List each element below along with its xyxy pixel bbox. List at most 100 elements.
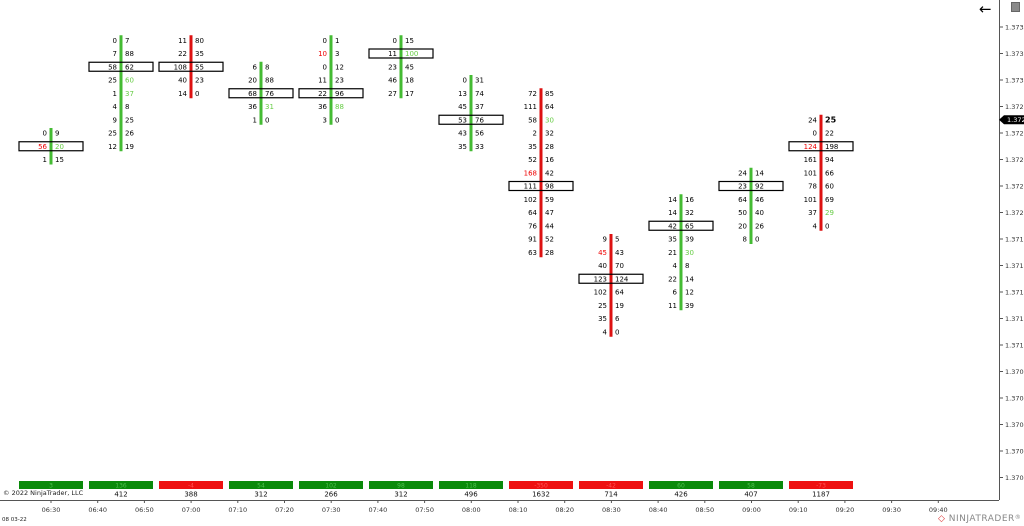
time-tick-label: 08:40 [649,506,668,514]
volume-value: 714 [604,491,618,499]
bid-volume: 4 [113,103,118,111]
time-axis: 06:30 06:40 06:50 07:00 07:10 07:20 07:30 07:40… [42,500,948,514]
brand-registered: ® [1014,514,1022,521]
bid-volume: 63 [528,249,537,257]
bar-summary: -73 1187 [789,481,853,499]
ask-volume: 60 [125,77,134,85]
delta-value: 54 [257,482,265,489]
up-bar-body [679,194,683,311]
bid-volume: 2 [533,130,537,138]
price-tick-label: 1.3702 [1005,447,1024,455]
bid-volume: 124 [804,143,818,151]
bid-volume: 101 [804,169,817,177]
bid-volume: 58 [528,116,537,124]
bid-volume: 24 [738,169,747,177]
bid-volume: 20 [248,77,257,85]
footprint-bar: 11 80 22 35 108 55 40 23 14 0 [158,35,224,99]
bid-volume: 35 [668,236,677,244]
bid-volume: 1 [43,156,47,164]
poc-box [648,220,714,231]
bid-volume: 72 [528,90,537,98]
bid-volume: 1 [253,116,257,124]
ask-volume: 37 [125,90,134,98]
poc-box [438,114,504,125]
ask-volume: 25 [125,116,134,124]
bid-volume: 111 [524,183,537,191]
ask-volume: 64 [615,289,624,297]
up-bar-body [469,75,473,152]
footprint-bar: 24 14 23 92 64 46 50 40 20 26 8 0 [718,167,784,244]
bid-volume: 53 [458,116,467,124]
delta-value: 136 [115,482,127,489]
ask-volume: 7 [125,37,129,45]
ask-volume: 37 [475,103,484,111]
price-tick-label: 1.3720 [1005,209,1024,217]
bid-volume: 123 [594,275,607,283]
bid-volume: 101 [804,196,817,204]
ask-volume: 1 [335,37,339,45]
bid-volume: 35 [598,315,607,323]
ask-volume: 18 [405,77,414,85]
ask-volume: 3 [335,50,339,58]
time-tick-label: 06:40 [88,506,107,514]
ask-volume: 31 [475,77,484,85]
bid-volume: 25 [108,130,117,138]
ask-volume: 19 [615,302,624,310]
bid-volume: 0 [113,37,117,45]
time-tick-label: 08:10 [509,506,528,514]
delta-box [649,481,713,489]
bid-volume: 22 [318,90,327,98]
ask-volume: 65 [685,222,694,230]
ask-volume: 15 [405,37,414,45]
up-bar-body [259,61,263,125]
ask-volume: 198 [825,143,838,151]
bid-volume: 7 [113,50,117,58]
arrow-left-icon[interactable]: ← [979,0,992,18]
ask-volume: 0 [825,222,829,230]
delta-value: 98 [397,482,405,489]
ask-volume: 80 [195,37,204,45]
up-bar-body [49,128,53,165]
ask-volume: 14 [755,169,764,177]
price-tick-label: 1.3718 [1005,235,1024,243]
ask-volume: 26 [755,222,764,230]
ask-volume: 92 [755,183,764,191]
ask-volume: 43 [615,249,624,257]
price-tick-label: 1.3706 [1005,394,1024,402]
footprint-bar: 72 85 111 64 58 30 2 32 35 28 52 16 168 42 111 98 102 59 6… [508,88,574,258]
footprint-bar: 6 8 20 88 68 76 36 31 1 0 [228,61,294,125]
bid-volume: 20 [738,222,747,230]
bid-volume: 25 [108,77,117,85]
bid-volume: 6 [673,289,678,297]
bid-volume: 24 [808,116,817,124]
ask-volume: 88 [125,50,134,58]
ask-volume: 85 [545,90,554,98]
ask-volume: 88 [265,77,274,85]
ask-volume: 30 [545,116,554,124]
ask-volume: 19 [125,143,134,151]
bid-volume: 11 [318,77,327,85]
bid-volume: 52 [528,156,537,164]
ask-volume: 16 [685,196,694,204]
delta-value: -73 [816,482,826,489]
bid-volume: 50 [738,209,747,217]
footprint-bar: 0 9 56 20 1 15 [18,128,84,165]
panel-icon[interactable] [1011,2,1020,12]
ask-volume: 52 [545,236,554,244]
bid-volume: 36 [318,103,327,111]
ask-volume: 76 [265,90,274,98]
price-tick-label: 1.3708 [1005,368,1024,376]
time-tick-label: 09:40 [929,506,948,514]
ask-volume: 12 [335,63,344,71]
footprint-bar: 0 31 13 74 45 37 53 76 43 56 35 33 [438,75,504,152]
bid-volume: 68 [248,90,257,98]
ask-volume: 33 [475,143,484,151]
delta-value: 102 [325,482,337,489]
date-stamp: 08 03-22 [2,517,27,523]
